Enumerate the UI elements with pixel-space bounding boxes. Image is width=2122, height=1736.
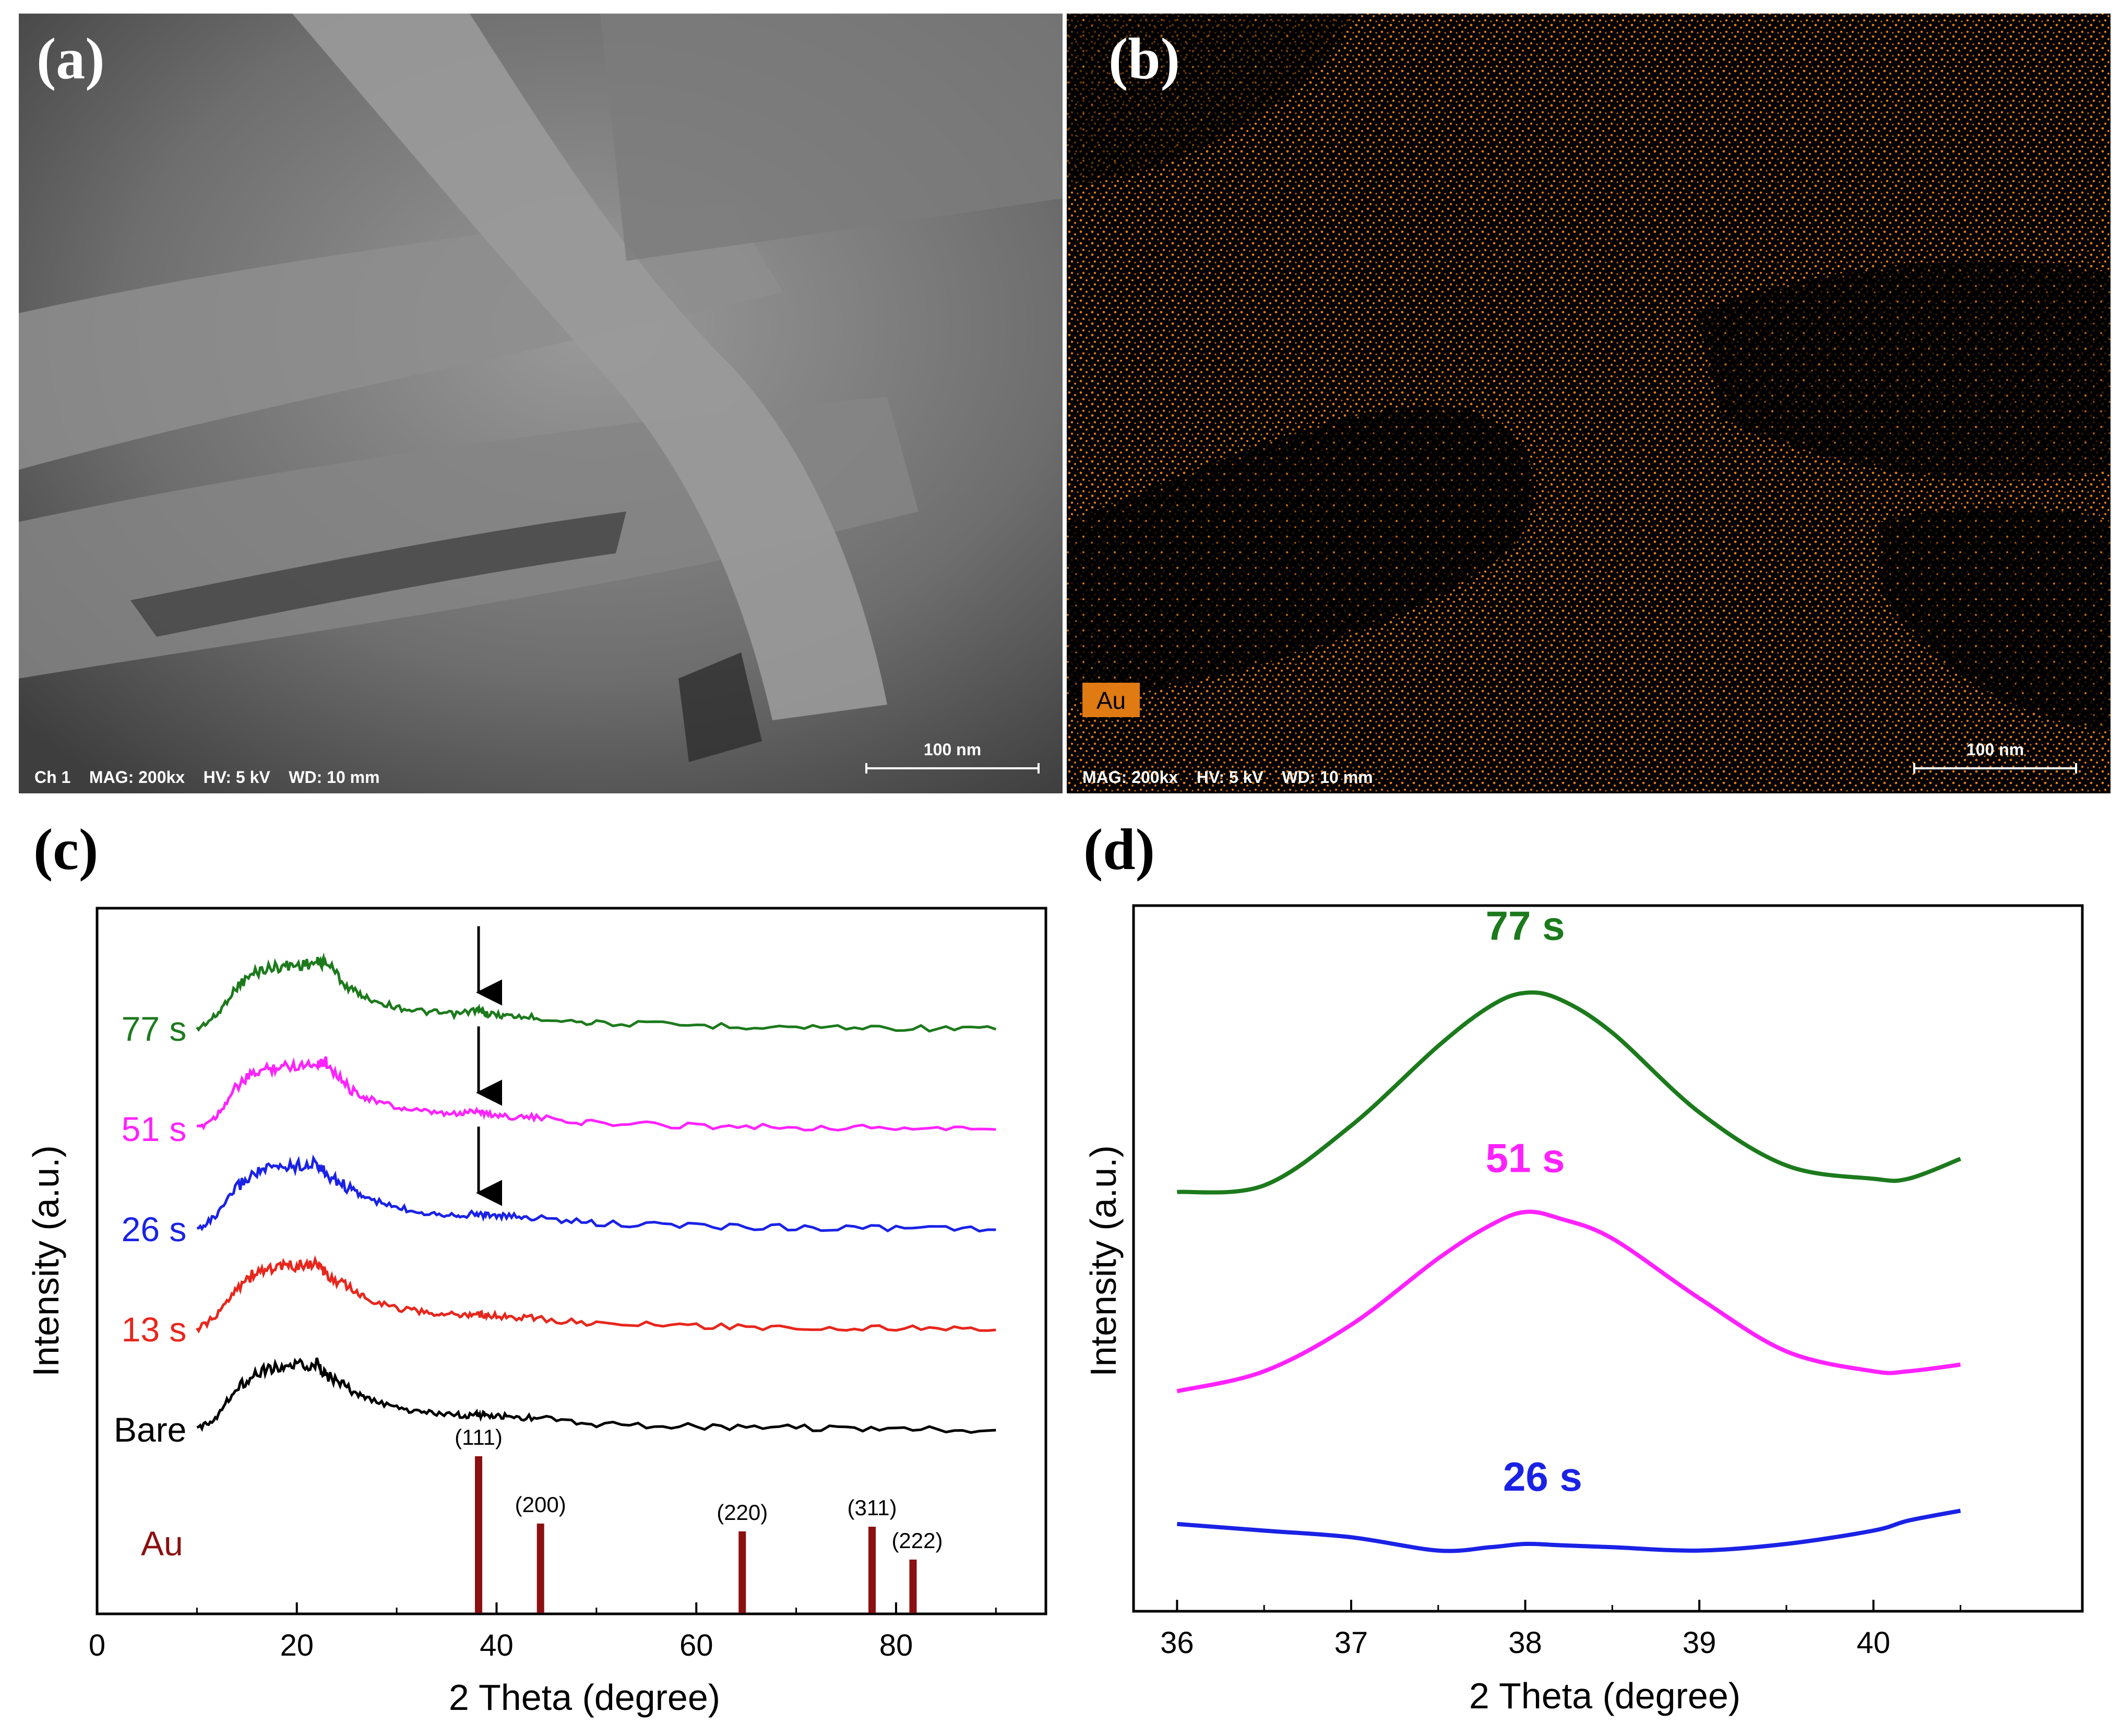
panel-d-label: (d) [1083,817,1155,882]
chart-c-tick-label-40: 40 [480,1628,514,1662]
chart-d-line-26-s [1177,1508,1961,1553]
chart-c-label-bare: Bare [114,1410,186,1449]
eds-dark-region-4 [1067,14,1357,188]
chart-c-ref-peak-label-200: (200) [515,1492,566,1517]
sem-hole [678,652,762,762]
chart-c-label-13-s: 13 s [122,1310,187,1349]
chart-d-frame [1132,904,2084,1613]
chart-c-reference-peaks: (111) (200) (220) (311) (222) [455,1425,943,1613]
sem-fiber-4 [600,14,1063,261]
chart-c-line-13-s [196,1255,996,1334]
chart-d-tick-label-37: 37 [1334,1626,1368,1660]
chart-c-label-51-s: 51 s [122,1110,187,1148]
chart-c-line-26-s [197,1154,996,1233]
chart-d-series [1176,990,1961,1553]
panel-a: Ch 1 MAG: 200kx HV: 5 kV WD: 10 mm 100 n… [19,14,1063,793]
chart-c-ref-peak-label-222: (222) [891,1528,943,1553]
eds-info-text: MAG: 200kx HV: 5 kV WD: 10 mm [1082,768,1373,787]
chart-c-tick-label-0: 0 [89,1628,105,1662]
chart-c-line-77-s [196,953,997,1033]
eds-au-badge [1082,683,1140,717]
chart-c-x-label: 2 Theta (degree) [449,1677,720,1718]
chart-c-frame [96,907,1047,1615]
chart-c-ref-peak-label-220: (220) [717,1500,768,1525]
chart-c-ref-peak-200 [537,1524,544,1613]
chart-c-ref-peak-222 [909,1560,917,1613]
chart-c-ref-peak-label-311: (311) [848,1495,897,1520]
chart-c-label-77-s: 77 s [122,1009,187,1048]
panel-c: (c) 0 20 40 60 80 77 s 51 s 26 s 13 s Bare (111)… [26,817,1047,1718]
chart-c-ref-label: Au [141,1524,183,1563]
panel-c-label: (c) [33,817,98,882]
chart-c-ref-peak-311 [868,1527,876,1613]
chart-d-label-51-s: 51 s [1486,1135,1565,1181]
eds-scale-label: 100 nm [1966,740,2024,759]
eds-dark-region-2 [1696,261,2111,480]
chart-c-line-51-s [196,1056,996,1132]
chart-c-tick-label-80: 80 [879,1628,913,1662]
chart-c-ref-peak-220 [738,1531,746,1613]
chart-d-line-51-s [1176,1209,1961,1394]
sem-info-text: Ch 1 MAG: 200kx HV: 5 kV WD: 10 mm [34,768,380,787]
chart-c-line-bare [196,1357,996,1434]
chart-d-tick-label-36: 36 [1160,1626,1194,1660]
chart-d-x-ticks: 36 37 38 39 40 [1160,1600,1961,1660]
chart-d-tick-label-38: 38 [1508,1626,1542,1660]
eds-dark-region-3 [1879,507,2111,731]
panel-d: (d) 36 37 38 39 40 77 s 51 s 26 s 2 Theta (deg… [1083,817,2084,1716]
chart-c-series-labels: 77 s 51 s 26 s 13 s Bare [114,1009,186,1449]
chart-d-x-label: 2 Theta (degree) [1469,1675,1740,1716]
chart-c-ref-peak-111 [475,1456,483,1613]
eds-dark-region-1 [1067,406,1534,705]
chart-c-x-ticks: 0 20 40 60 80 [89,1602,997,1662]
chart-c-y-label: Intensity (a.u.) [26,1145,66,1377]
panel-a-label: (a) [37,27,105,91]
chart-c-label-26-s: 26 s [122,1210,187,1249]
chart-d-series-labels: 77 s 51 s 26 s [1486,902,1582,1500]
sem-scale-label: 100 nm [924,740,981,759]
chart-c-tick-label-20: 20 [280,1628,314,1662]
chart-c-ref-peak-label-111: (111) [455,1425,503,1449]
eds-au-badge-text: Au [1096,687,1126,714]
chart-c-series [196,953,997,1434]
chart-d-y-label: Intensity (a.u.) [1083,1145,1124,1377]
chart-d-label-77-s: 77 s [1486,902,1565,948]
panel-b: Au MAG: 200kx HV: 5 kV WD: 10 mm 100 nm … [1067,14,2111,793]
chart-c-tick-label-60: 60 [679,1628,713,1662]
chart-d-line-77-s [1177,990,1961,1195]
chart-d-tick-label-39: 39 [1683,1626,1716,1660]
sem-gap [130,512,626,637]
chart-d-label-26-s: 26 s [1503,1454,1582,1500]
chart-d-tick-label-40: 40 [1856,1626,1890,1660]
panel-b-label: (b) [1108,27,1180,91]
sem-fiber-3 [292,14,887,720]
